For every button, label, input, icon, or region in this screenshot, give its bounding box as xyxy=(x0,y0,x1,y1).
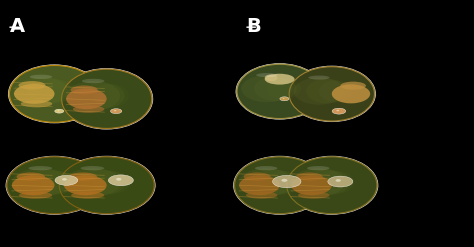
Ellipse shape xyxy=(328,176,353,187)
Ellipse shape xyxy=(58,156,155,214)
Ellipse shape xyxy=(255,166,277,170)
Ellipse shape xyxy=(264,74,294,84)
Ellipse shape xyxy=(298,192,329,199)
Ellipse shape xyxy=(293,78,345,105)
Ellipse shape xyxy=(114,110,117,111)
Ellipse shape xyxy=(30,75,52,79)
Ellipse shape xyxy=(80,82,125,109)
Ellipse shape xyxy=(253,170,298,195)
Ellipse shape xyxy=(110,109,122,114)
Ellipse shape xyxy=(61,68,153,129)
Ellipse shape xyxy=(286,156,378,214)
Ellipse shape xyxy=(246,192,277,199)
Text: B: B xyxy=(246,17,261,36)
Ellipse shape xyxy=(69,172,97,181)
Ellipse shape xyxy=(9,65,100,122)
Ellipse shape xyxy=(235,157,325,214)
Ellipse shape xyxy=(41,80,77,103)
Ellipse shape xyxy=(266,171,302,194)
Ellipse shape xyxy=(237,64,322,119)
Ellipse shape xyxy=(305,170,350,195)
Ellipse shape xyxy=(307,166,329,170)
Ellipse shape xyxy=(66,88,107,109)
Ellipse shape xyxy=(235,88,324,97)
Ellipse shape xyxy=(55,109,64,113)
Ellipse shape xyxy=(26,170,73,195)
Ellipse shape xyxy=(78,170,126,195)
Text: A: A xyxy=(9,17,25,36)
Ellipse shape xyxy=(62,178,67,181)
Ellipse shape xyxy=(27,78,73,104)
Ellipse shape xyxy=(287,91,376,100)
Ellipse shape xyxy=(71,85,98,94)
Ellipse shape xyxy=(308,76,329,80)
Ellipse shape xyxy=(73,105,104,113)
Ellipse shape xyxy=(116,178,121,181)
Ellipse shape xyxy=(280,97,289,101)
Ellipse shape xyxy=(232,182,327,191)
Ellipse shape xyxy=(64,175,107,195)
Ellipse shape xyxy=(66,81,120,111)
Ellipse shape xyxy=(6,156,103,214)
Ellipse shape xyxy=(71,192,104,199)
Ellipse shape xyxy=(256,73,277,77)
Ellipse shape xyxy=(59,157,154,214)
Ellipse shape xyxy=(239,168,293,197)
Ellipse shape xyxy=(7,157,102,214)
Ellipse shape xyxy=(296,172,323,181)
Ellipse shape xyxy=(241,75,292,102)
Ellipse shape xyxy=(254,77,297,101)
Ellipse shape xyxy=(14,84,55,104)
Ellipse shape xyxy=(306,79,349,103)
Ellipse shape xyxy=(12,168,69,197)
Ellipse shape xyxy=(81,166,104,170)
Ellipse shape xyxy=(283,98,284,99)
Ellipse shape xyxy=(236,63,323,119)
Ellipse shape xyxy=(9,65,100,123)
Ellipse shape xyxy=(12,175,55,195)
Ellipse shape xyxy=(244,172,271,181)
Ellipse shape xyxy=(55,175,78,185)
Ellipse shape xyxy=(109,175,133,186)
Ellipse shape xyxy=(234,156,326,214)
Ellipse shape xyxy=(59,96,154,105)
Ellipse shape xyxy=(337,110,339,111)
Ellipse shape xyxy=(282,179,287,182)
Ellipse shape xyxy=(93,84,129,108)
Ellipse shape xyxy=(82,79,104,83)
Ellipse shape xyxy=(340,82,366,90)
Ellipse shape xyxy=(267,78,301,100)
Ellipse shape xyxy=(287,157,377,214)
Ellipse shape xyxy=(19,192,52,199)
Ellipse shape xyxy=(284,182,379,191)
Ellipse shape xyxy=(264,74,277,81)
Ellipse shape xyxy=(18,81,46,90)
Ellipse shape xyxy=(14,77,68,105)
Ellipse shape xyxy=(62,69,152,128)
Ellipse shape xyxy=(40,171,78,194)
Ellipse shape xyxy=(21,100,52,107)
Ellipse shape xyxy=(92,171,130,194)
Ellipse shape xyxy=(319,171,354,194)
Ellipse shape xyxy=(273,175,301,188)
Ellipse shape xyxy=(5,182,104,191)
Ellipse shape xyxy=(28,166,52,170)
Ellipse shape xyxy=(319,80,353,102)
Ellipse shape xyxy=(332,84,370,103)
Ellipse shape xyxy=(57,182,156,191)
Ellipse shape xyxy=(288,66,375,122)
Ellipse shape xyxy=(57,110,59,111)
Ellipse shape xyxy=(291,168,345,197)
Ellipse shape xyxy=(289,67,374,121)
Ellipse shape xyxy=(336,179,341,182)
Ellipse shape xyxy=(332,108,346,114)
Ellipse shape xyxy=(64,168,121,197)
Ellipse shape xyxy=(291,175,332,195)
Ellipse shape xyxy=(239,175,280,195)
Ellipse shape xyxy=(7,91,102,100)
Ellipse shape xyxy=(17,172,45,181)
